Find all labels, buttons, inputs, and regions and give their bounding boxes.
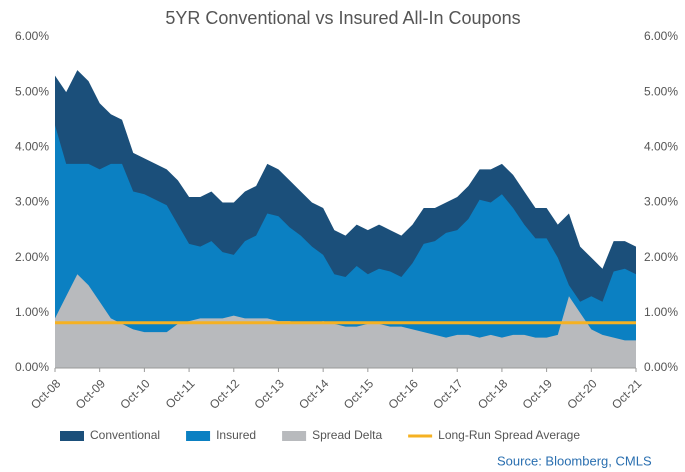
x-tick-label: Oct-11 [163, 376, 198, 411]
legend-label: Conventional [90, 428, 160, 442]
x-tick-label: Oct-19 [520, 376, 556, 412]
y-tick-label: 2.00% [15, 250, 49, 264]
y2-tick-label: 3.00% [644, 195, 678, 209]
legend-label: Insured [216, 428, 256, 442]
x-tick-label: Oct-13 [251, 376, 287, 412]
x-tick-label: Oct-08 [28, 376, 64, 412]
legend-label: Long-Run Spread Average [438, 428, 580, 442]
legend-swatch [282, 431, 307, 441]
x-tick-label: Oct-09 [73, 376, 109, 412]
y2-tick-label: 6.00% [644, 29, 678, 43]
y2-tick-label: 1.00% [644, 305, 678, 319]
legend-label: Spread Delta [312, 428, 382, 442]
legend-swatch [60, 431, 84, 441]
y2-tick-label: 5.00% [644, 84, 678, 98]
y-tick-label: 5.00% [15, 84, 49, 98]
legend-swatch [186, 431, 211, 441]
y-tick-label: 1.00% [15, 305, 49, 319]
y2-tick-label: 0.00% [644, 360, 678, 374]
x-tick-label: Oct-10 [117, 376, 153, 412]
y-tick-label: 6.00% [15, 29, 49, 43]
x-tick-label: Oct-17 [430, 376, 466, 412]
x-tick-label: Oct-16 [386, 376, 422, 412]
x-tick-label: Oct-21 [609, 376, 645, 412]
y-tick-label: 4.00% [15, 140, 49, 154]
area-2 [55, 274, 636, 368]
y-tick-label: 3.00% [15, 195, 49, 209]
chart-title: 5YR Conventional vs Insured All-In Coupo… [165, 8, 520, 28]
source-note: Source: Bloomberg, CMLS [497, 453, 652, 468]
x-tick-label: Oct-15 [341, 376, 377, 412]
area-1 [55, 125, 636, 369]
x-tick-label: Oct-12 [207, 376, 243, 412]
x-tick-label: Oct-14 [296, 376, 332, 412]
x-tick-label: Oct-18 [475, 376, 511, 412]
y2-tick-label: 2.00% [644, 250, 678, 264]
x-tick-label: Oct-20 [564, 376, 600, 412]
y2-tick-label: 4.00% [644, 140, 678, 154]
y-tick-label: 0.00% [15, 360, 49, 374]
